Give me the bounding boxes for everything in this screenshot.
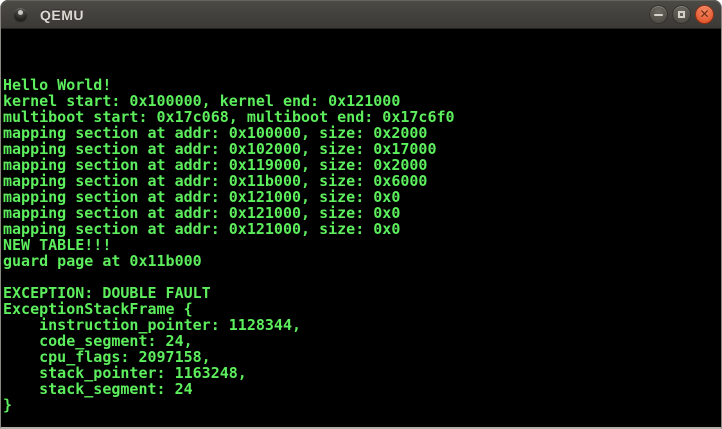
- terminal-line: mapping section at addr: 0x121000, size:…: [3, 220, 401, 238]
- terminal-line: instruction_pointer: 1128344,: [3, 316, 302, 334]
- terminal-line: mapping section at addr: 0x100000, size:…: [3, 124, 428, 142]
- terminal-line: guard page at 0x11b000: [3, 252, 202, 270]
- terminal-line: EXCEPTION: DOUBLE FAULT: [3, 284, 211, 302]
- terminal-line: }: [3, 396, 13, 414]
- maximize-button[interactable]: [672, 5, 691, 24]
- terminal-line: mapping section at addr: 0x11b000, size:…: [3, 172, 428, 190]
- titlebar[interactable]: QEMU ✕: [1, 0, 721, 29]
- window-title: QEMU: [40, 6, 84, 23]
- terminal-line: Hello World!: [3, 76, 112, 94]
- minimize-button[interactable]: [649, 5, 668, 24]
- terminal-line: mapping section at addr: 0x121000, size:…: [3, 204, 401, 222]
- close-button[interactable]: ✕: [695, 5, 714, 24]
- qemu-app-icon: [14, 8, 27, 21]
- terminal-line: stack_segment: 24: [3, 380, 193, 398]
- terminal-line: cpu_flags: 2097158,: [3, 348, 211, 366]
- terminal-line: ExceptionStackFrame {: [3, 300, 193, 318]
- terminal-line: mapping section at addr: 0x121000, size:…: [3, 188, 401, 206]
- minimize-icon: [654, 14, 663, 16]
- terminal-line: stack_pointer: 1163248,: [3, 364, 247, 382]
- terminal-line: multiboot start: 0x17c068, multiboot end…: [3, 108, 455, 126]
- terminal-line: [3, 45, 721, 61]
- window-controls: ✕: [649, 5, 714, 24]
- terminal-line: [3, 29, 721, 45]
- terminal-output: Hello World! kernel start: 0x100000, kern…: [3, 29, 721, 413]
- terminal-line: mapping section at addr: 0x102000, size:…: [3, 140, 437, 158]
- terminal-line: code_segment: 24,: [3, 332, 193, 350]
- terminal-line: [3, 269, 721, 285]
- terminal-line: NEW TABLE!!!: [3, 236, 112, 254]
- terminal-line: mapping section at addr: 0x119000, size:…: [3, 156, 428, 174]
- maximize-icon: [678, 11, 685, 18]
- close-icon: ✕: [699, 7, 710, 21]
- vga-screen[interactable]: Hello World! kernel start: 0x100000, kern…: [1, 29, 721, 427]
- terminal-line: kernel start: 0x100000, kernel end: 0x12…: [3, 92, 401, 110]
- terminal-line: [3, 61, 721, 77]
